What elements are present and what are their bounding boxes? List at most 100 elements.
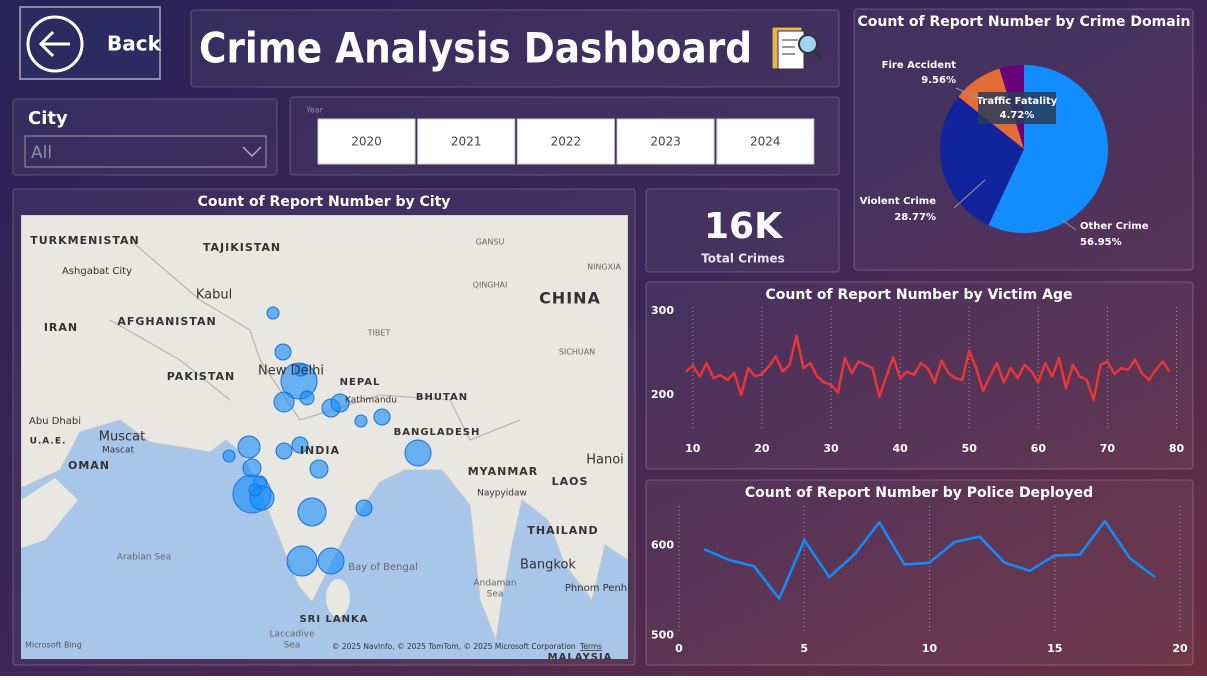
map-label: Bay of Bengal	[348, 562, 418, 573]
pie-label: Traffic Fatality	[977, 96, 1058, 107]
x-tick-label: 10	[922, 642, 938, 655]
year-option: 2022	[551, 135, 582, 149]
city-bubble	[354, 414, 368, 428]
back-button[interactable]: Back	[19, 6, 162, 80]
police-panel	[645, 479, 1194, 666]
chart-title: Count of Report Number by Crime Domain	[858, 14, 1191, 30]
city-bubble	[266, 306, 280, 320]
map-label: Andaman	[473, 579, 516, 589]
y-tick-label: 600	[651, 539, 674, 552]
pie-slice	[988, 65, 1109, 234]
chart-title: Count of Report Number by Victim Age	[766, 287, 1073, 303]
map-label: OMAN	[68, 459, 110, 472]
map-label: MYANMAR	[468, 465, 539, 478]
pie-value-label: 56.95%	[1080, 237, 1122, 248]
pie-value-label: 4.72%	[1000, 110, 1035, 121]
map-label: IRAN	[44, 321, 78, 334]
map-label: Ashgabat City	[62, 266, 132, 277]
year-option: 2023	[650, 135, 681, 149]
year-button-box	[417, 118, 516, 165]
back-label: Back	[107, 32, 162, 56]
year-option: 2020	[351, 135, 382, 149]
x-tick-label: 10	[685, 442, 701, 455]
pie-slice	[940, 96, 1024, 226]
series-line	[703, 520, 1156, 600]
city-bubble	[404, 439, 432, 467]
land	[326, 579, 350, 617]
city-bubble	[274, 343, 292, 361]
city-bubble	[291, 436, 309, 454]
x-tick-label: 80	[1169, 442, 1185, 455]
map-label: Naypyidaw	[477, 489, 527, 499]
map-label: TAJIKISTAN	[203, 241, 281, 254]
x-tick-label: 5	[800, 642, 808, 655]
map-label: NINGXIA	[587, 263, 621, 272]
pie-label: Violent Crime	[860, 196, 937, 207]
map-label: CHINA	[539, 289, 601, 308]
dashboard-title: Crime Analysis Dashboard	[199, 24, 752, 73]
x-tick-label: 50	[962, 442, 978, 455]
bing-logo: Microsoft Bing	[25, 641, 82, 650]
map-label: Muscat	[99, 430, 145, 445]
city-bubble	[275, 442, 293, 460]
year-button[interactable]: 2022	[516, 118, 615, 165]
year-button[interactable]: 2024	[716, 118, 815, 165]
map-label: TURKMENISTAN	[30, 234, 139, 247]
year-label: Year	[305, 106, 324, 115]
map-label: Sea	[284, 641, 301, 651]
terms-link[interactable]: Terms	[579, 642, 602, 651]
city-dropdown[interactable]: All	[24, 135, 267, 168]
year-button[interactable]: 2023	[616, 118, 715, 165]
year-option: 2021	[451, 135, 482, 149]
x-tick-label: 30	[823, 442, 839, 455]
year-button-box	[516, 118, 615, 165]
city-bubble	[330, 393, 350, 413]
city-bubble	[280, 362, 318, 400]
map-label: LAOS	[552, 475, 589, 488]
city-bubble	[317, 547, 345, 575]
city-value: All	[31, 143, 52, 163]
city-bubble	[297, 497, 327, 527]
year-button[interactable]: 2020	[317, 118, 416, 165]
year-button[interactable]: 2021	[417, 118, 516, 165]
map-label: Bangkok	[520, 558, 576, 573]
map-label: Sea	[487, 590, 504, 600]
attribution: © 2025 NavInfo, © 2025 TomTom, © 2025 Mi…	[332, 642, 576, 651]
map-label: Phnom Penh	[565, 583, 627, 594]
back-icon	[26, 15, 84, 73]
map-label: GANSU	[476, 238, 505, 247]
map-label: AFGHANISTAN	[117, 315, 216, 328]
map: TURKMENISTAN TAJIKISTAN Ashgabat City Kabul…	[21, 215, 628, 659]
city-bubble	[299, 390, 315, 406]
back-arrow	[38, 30, 70, 58]
map-label: SICHUAN	[559, 348, 595, 357]
x-tick-label: 20	[754, 442, 770, 455]
series-line	[685, 334, 1171, 402]
bubbles	[222, 306, 432, 577]
kpi-card	[645, 188, 840, 273]
map-label: TIBET	[367, 329, 391, 338]
city-bubble	[273, 391, 295, 413]
land	[21, 478, 78, 548]
map-label: QINGHAI	[473, 281, 508, 290]
victim-panel	[645, 281, 1194, 470]
y-tick-label: 200	[651, 388, 674, 401]
kpi-label: Total Crimes	[701, 252, 785, 266]
map-label: Arabian Sea	[117, 553, 171, 563]
map-label: Mascat	[102, 446, 134, 456]
map-label: INDIA	[300, 444, 340, 457]
map-label: Abu Dhabi	[29, 416, 81, 427]
map-label: NEPAL	[340, 377, 381, 388]
tooltip-box	[978, 92, 1056, 124]
city-label: City	[28, 108, 68, 129]
city-filter-panel	[12, 98, 278, 176]
map-label: BHUTAN	[416, 392, 468, 403]
city-bubble	[294, 363, 308, 377]
pie-value-label: 28.77%	[894, 212, 936, 223]
city-bubble	[309, 459, 329, 479]
x-tick-label: 40	[892, 442, 908, 455]
map-label: New Delhi	[258, 364, 324, 379]
city-bubble	[373, 408, 391, 426]
land	[21, 215, 628, 642]
